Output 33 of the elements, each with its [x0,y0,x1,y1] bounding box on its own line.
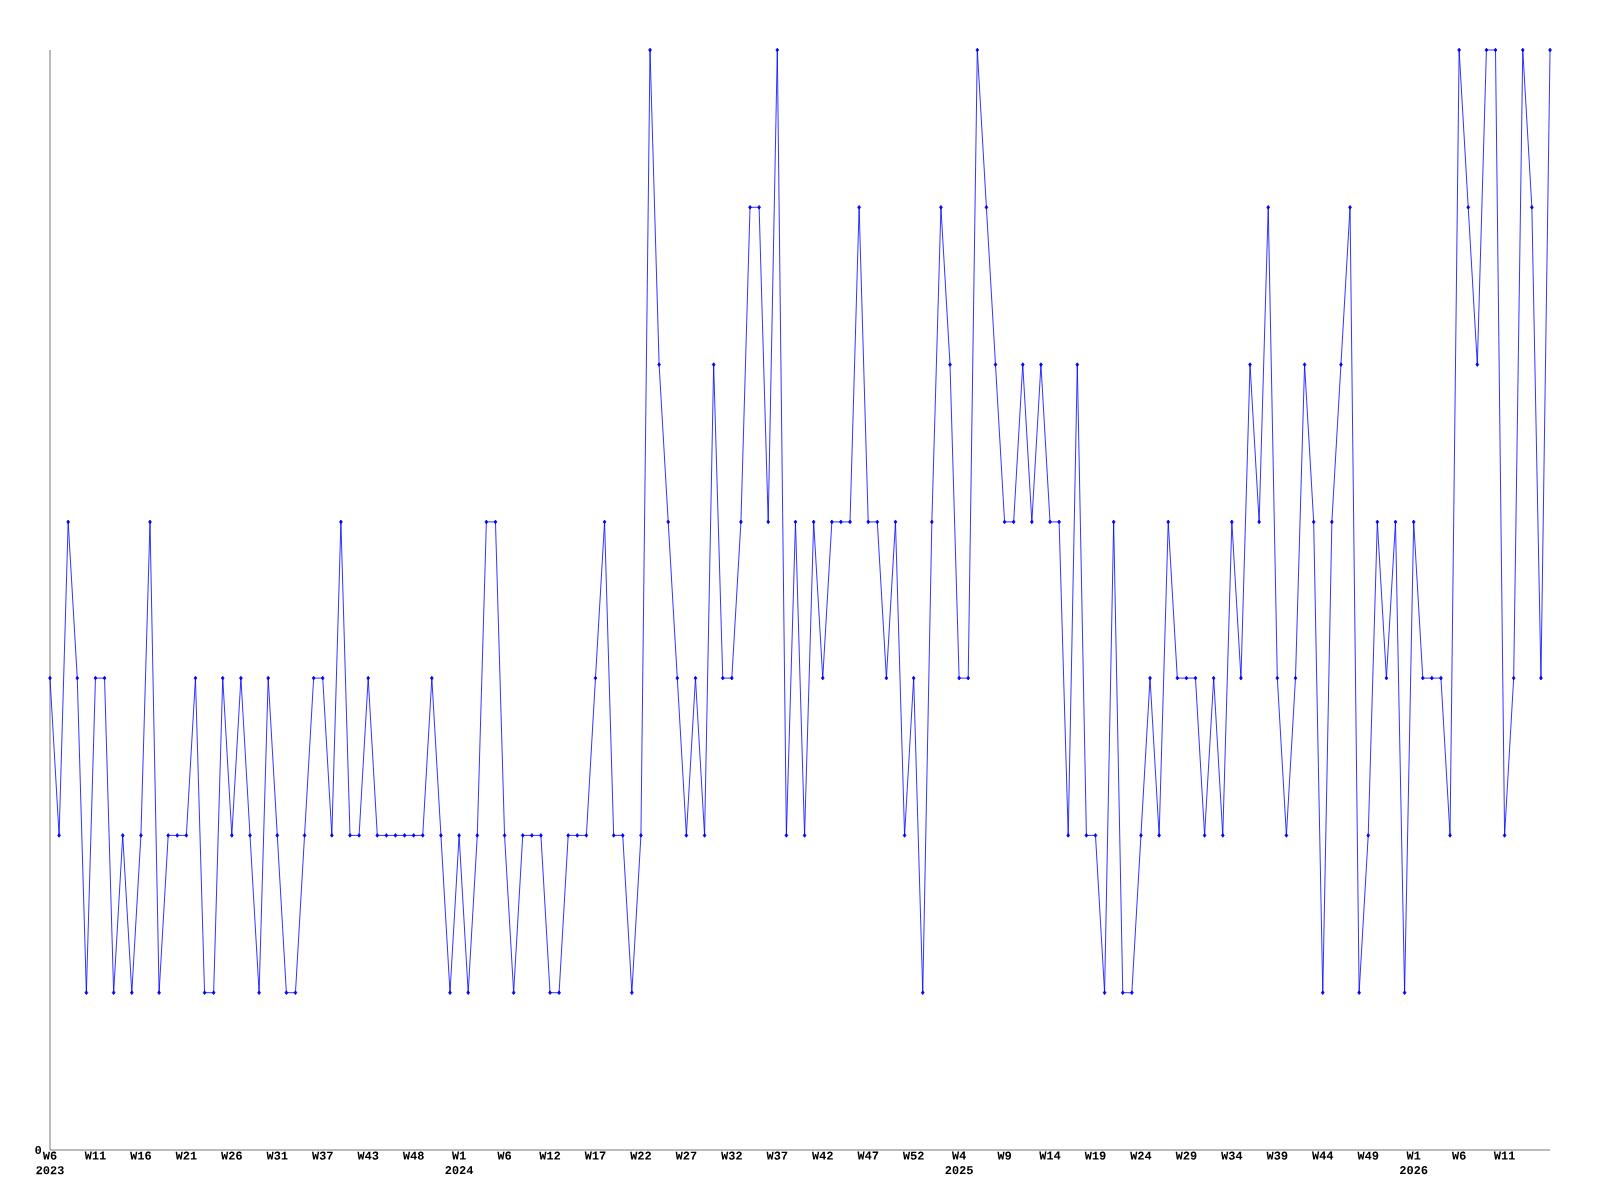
x-tick-label: W24 [1130,1151,1152,1160]
x-tick-label: W11 [1493,1151,1515,1160]
x-tick-label: W48 [402,1151,424,1160]
x-tick-label: W17 [584,1151,606,1160]
x-tick-label: W19 [1084,1151,1106,1160]
x-tick-label: W43 [357,1151,379,1160]
x-tick-label: W1 2024 [445,1151,474,1175]
x-tick-label: W6 [1451,1151,1466,1160]
x-tick-label: W31 [266,1151,288,1160]
x-tick-label: W37 [311,1151,333,1160]
x-tick-label: W11 [84,1151,106,1160]
x-tick-label: W32 [721,1151,742,1160]
x-tick-label: W47 [857,1151,879,1160]
x-tick-label: W22 [630,1151,651,1160]
x-tick-label: W21 [175,1151,197,1160]
x-tick-label: W52 [902,1151,924,1160]
x-tick-label: W44 [1312,1151,1334,1160]
x-tick-label: W34 [1221,1151,1243,1160]
x-tick-label: W42 [811,1151,833,1160]
x-tick-label: W16 [130,1151,152,1160]
x-tick-label: W49 [1357,1151,1379,1160]
x-tick-label: W12 [539,1151,561,1160]
x-tick-label: W27 [675,1151,697,1160]
x-tick-label: W26 [221,1151,242,1160]
x-tick-label: W14 [1039,1151,1061,1160]
x-tick-label: W9 [997,1151,1012,1160]
x-tick-label: W29 [1175,1151,1197,1160]
x-tick-label: W37 [766,1151,788,1160]
x-tick-label: W39 [1266,1151,1288,1160]
x-tick-label: W4 2025 [945,1151,973,1175]
x-tick-label: W6 [497,1151,512,1160]
text: 0 [35,1145,42,1155]
x-tick-label: W1 2026 [1400,1151,1428,1175]
